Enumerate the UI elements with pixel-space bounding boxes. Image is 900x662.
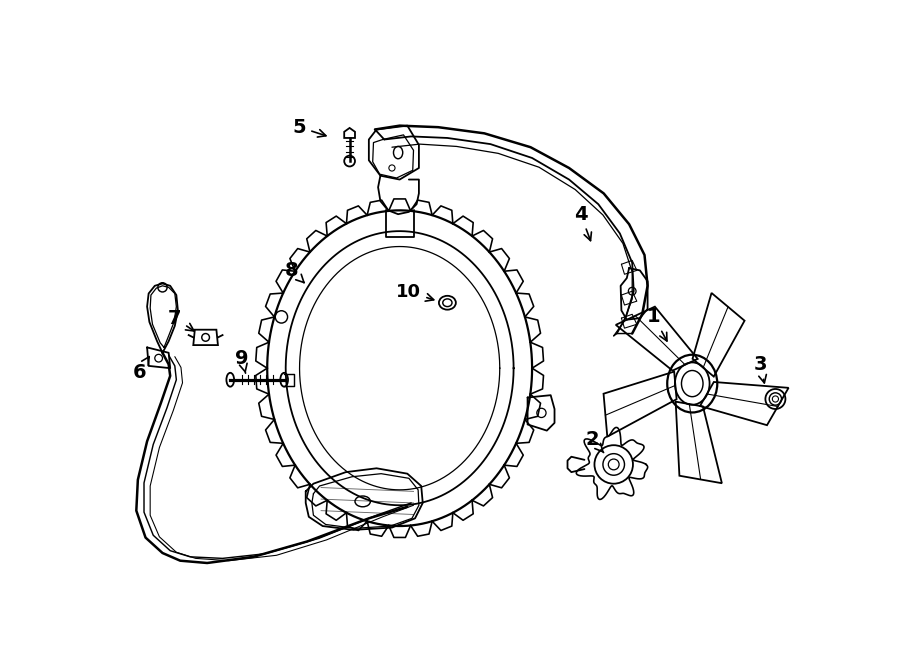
Text: 7: 7: [168, 308, 194, 331]
Text: 3: 3: [753, 355, 767, 383]
Text: 1: 1: [647, 307, 667, 341]
Text: 9: 9: [235, 349, 248, 373]
Text: 2: 2: [585, 430, 604, 453]
Text: 8: 8: [285, 261, 304, 283]
Text: 5: 5: [292, 118, 326, 137]
Text: 6: 6: [132, 357, 149, 381]
Text: 4: 4: [574, 205, 591, 241]
Text: 10: 10: [396, 283, 434, 301]
